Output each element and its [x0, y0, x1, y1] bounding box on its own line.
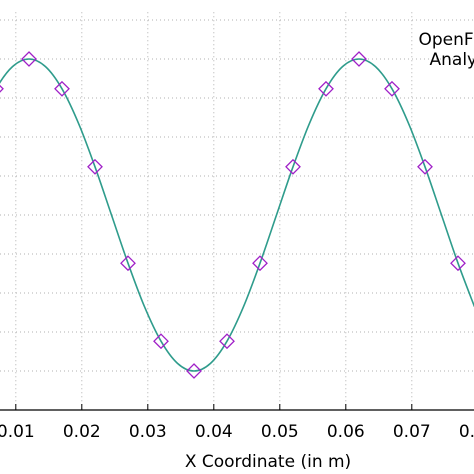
data-point	[21, 51, 37, 67]
x-axis-label: X Coordinate (in m)	[185, 452, 351, 472]
data-point	[120, 255, 136, 272]
x-tick-label: 0.01	[0, 422, 35, 442]
grid	[0, 12, 474, 411]
legend-label: Analytical	[430, 50, 474, 70]
x-tick-label: 0.07	[393, 422, 431, 442]
data-point	[54, 80, 70, 97]
x-tick-label: 0.05	[261, 422, 299, 442]
data-point	[219, 333, 235, 350]
x-tick-label: 0.02	[63, 422, 101, 442]
legend-label: OpenFOAM	[418, 30, 474, 50]
x-tick-label: 0.06	[327, 422, 365, 442]
data-point	[0, 84, 4, 93]
data-point	[417, 158, 433, 175]
data-point	[318, 80, 334, 97]
data-point	[87, 158, 103, 175]
x-tick-label: 0.04	[195, 422, 233, 442]
axes: 0.01 0.02 0.03 0.04 0.05 0.06 0.07 0.08	[0, 404, 474, 442]
data-point	[186, 363, 202, 379]
x-tick-label: 0.08	[459, 422, 474, 442]
data-point	[384, 80, 400, 97]
series-line	[0, 58, 474, 372]
data-point	[450, 255, 466, 272]
data-point	[252, 255, 268, 272]
data-point	[351, 51, 367, 67]
x-tick-label: 0.03	[129, 422, 167, 442]
data-point	[285, 158, 301, 175]
plot-area	[0, 51, 474, 379]
data-point	[153, 333, 169, 350]
